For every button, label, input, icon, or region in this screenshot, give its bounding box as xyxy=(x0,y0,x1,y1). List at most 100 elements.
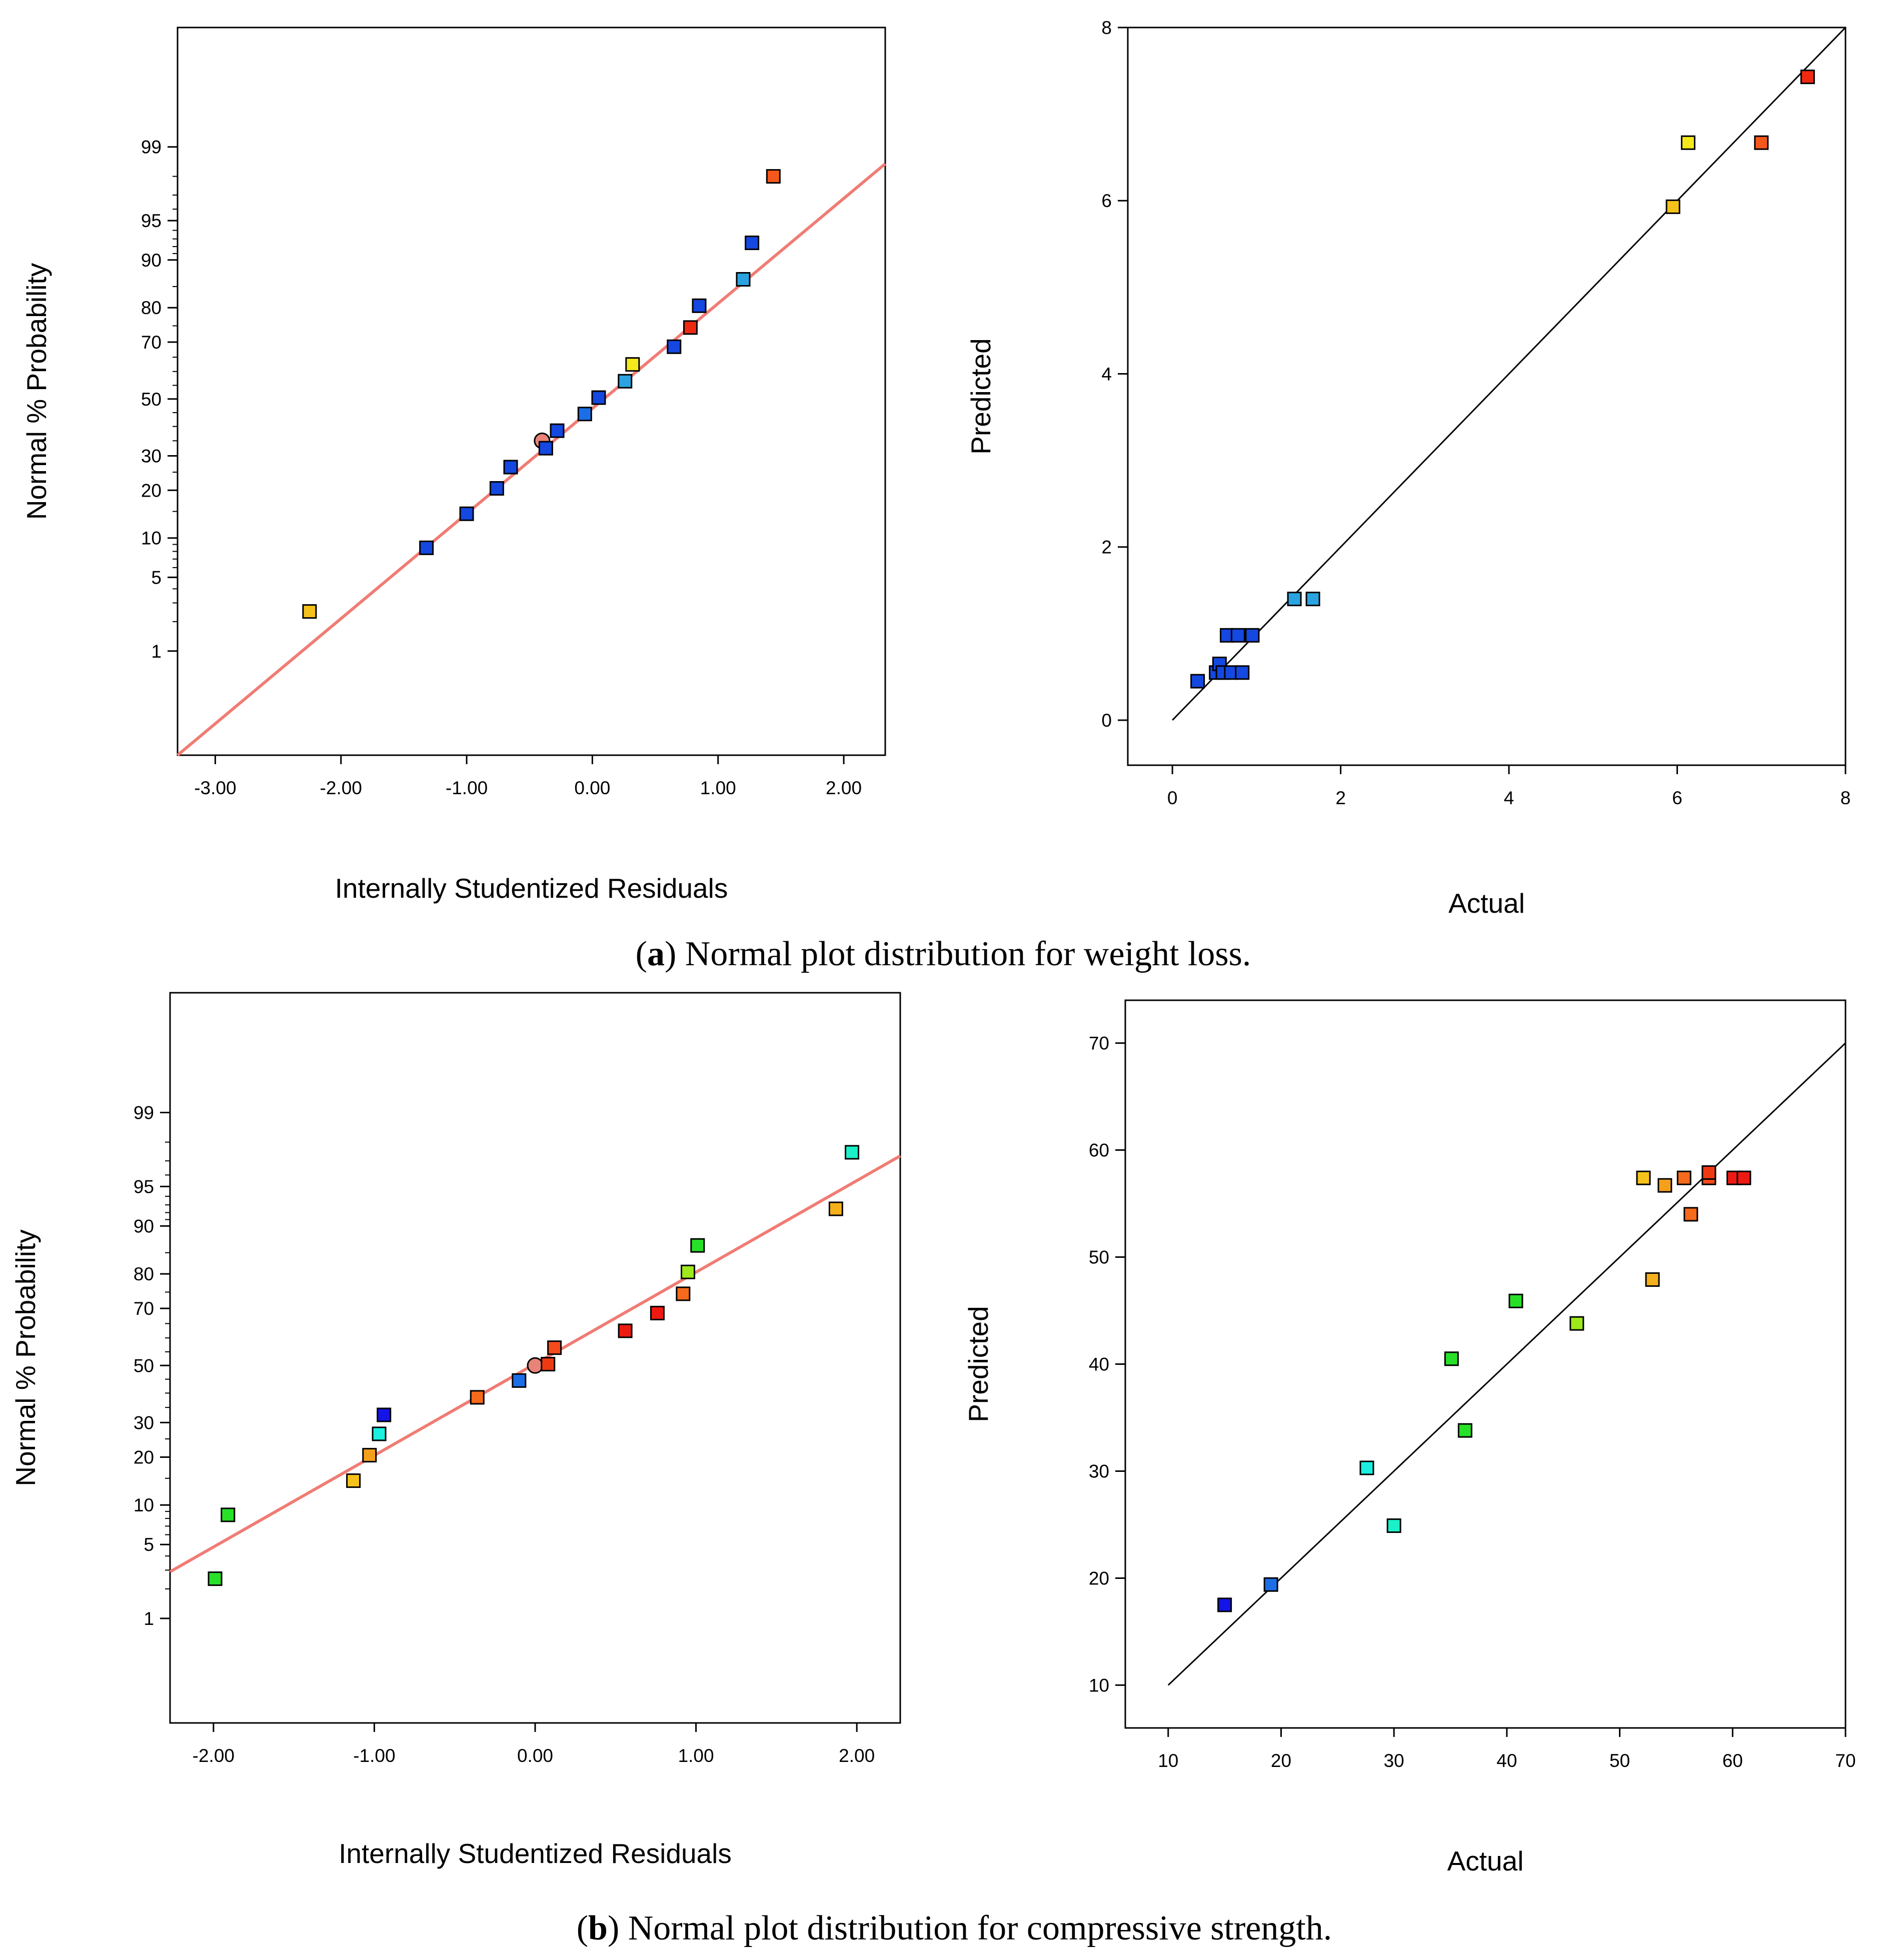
y-tick-label: 70 xyxy=(141,332,162,353)
chart-a-normal-probability: -3.00 -2.00 -1.00 0.00 1.00 2.00 1 5 10 20 30 50 70 8… xyxy=(21,27,886,904)
plot-frame xyxy=(1124,999,1846,1729)
data-point xyxy=(1457,1423,1472,1438)
y-tick-label: 95 xyxy=(141,211,162,231)
y-tick-label: 30 xyxy=(134,1412,154,1433)
data-point xyxy=(692,298,707,313)
x-tick-label: 1.00 xyxy=(678,1745,714,1766)
data-point xyxy=(828,1201,843,1216)
data-point xyxy=(1263,1577,1278,1592)
y-tick-label: 70 xyxy=(1089,1033,1109,1054)
x-tick-label: 0.00 xyxy=(517,1745,553,1766)
x-tick-label: 2.00 xyxy=(826,778,862,798)
y-tick-label: 70 xyxy=(134,1298,154,1319)
plot-frame xyxy=(177,27,886,756)
y-tick-label: 10 xyxy=(134,1495,154,1515)
data-point xyxy=(489,481,504,496)
data-point xyxy=(625,357,640,372)
chart-b-normal-probability: -2.00 -1.00 0.00 1.00 2.00 1 5 10 20 30 50 70 80 90 95… xyxy=(10,992,901,1869)
data-point xyxy=(512,1373,527,1388)
y-tick-label: 50 xyxy=(134,1355,154,1376)
caption-b-label: b xyxy=(588,1909,608,1947)
data-point xyxy=(1683,1207,1698,1222)
caption-a: (a) Normal plot distribution for weight … xyxy=(636,935,1251,973)
x-tick-label: -2.00 xyxy=(193,1745,235,1766)
data-point xyxy=(690,1238,705,1253)
data-point xyxy=(1665,199,1680,214)
y-tick-label: 30 xyxy=(141,446,162,466)
data-point xyxy=(618,1323,633,1338)
x-tick-label: 8 xyxy=(1840,788,1851,808)
data-point xyxy=(547,1340,562,1355)
x-tick-label: 60 xyxy=(1722,1750,1743,1771)
y-tick-label: 50 xyxy=(141,389,162,410)
x-axis-label: Internally Studentized Residuals xyxy=(335,873,728,904)
data-point xyxy=(1754,135,1769,150)
data-point xyxy=(377,1407,392,1422)
data-point xyxy=(845,1145,860,1160)
x-tick-label: 50 xyxy=(1609,1750,1630,1771)
y-tick-label: 50 xyxy=(1089,1247,1109,1268)
x-tick-label: -1.00 xyxy=(446,778,488,798)
chart-a-predicted-vs-actual: 0 2 4 6 8 0 2 4 6 8 Actual Predicted xyxy=(965,18,1850,919)
data-point xyxy=(683,320,698,335)
x-tick-label: 4 xyxy=(1504,788,1514,808)
x-tick-label: -2.00 xyxy=(320,778,362,798)
x-tick-label: -3.00 xyxy=(194,778,236,798)
y-tick-label: 99 xyxy=(141,137,162,158)
x-tick-label: 2 xyxy=(1335,788,1346,808)
data-point xyxy=(541,1357,556,1372)
x-tick-label: 70 xyxy=(1835,1750,1855,1771)
data-point xyxy=(1230,628,1245,643)
data-point xyxy=(577,407,592,422)
fit-line xyxy=(177,163,886,757)
y-tick-label: 20 xyxy=(1089,1568,1109,1588)
data-point xyxy=(591,390,606,405)
data-point xyxy=(1569,1316,1584,1331)
data-point xyxy=(208,1571,223,1586)
data-point xyxy=(681,1264,696,1279)
x-axis-label: Actual xyxy=(1447,1845,1524,1876)
data-point xyxy=(503,460,518,475)
y-axis-label: Normal % Probability xyxy=(21,263,52,520)
data-point xyxy=(1680,135,1695,150)
reference-line xyxy=(1172,27,1846,721)
data-point xyxy=(550,423,565,438)
y-axis-label: Predicted xyxy=(963,1306,994,1422)
data-point xyxy=(372,1426,387,1441)
y-tick-label: 8 xyxy=(1101,18,1112,38)
y-tick-label: 1 xyxy=(151,641,162,662)
chart-b-predicted-vs-actual: 10 20 30 40 50 60 70 10 20 30 40 50 60 70 Actual Predic… xyxy=(963,999,1856,1876)
data-point xyxy=(459,506,474,521)
data-point xyxy=(1245,628,1260,643)
data-point xyxy=(1444,1351,1459,1366)
data-point xyxy=(302,604,317,619)
data-point xyxy=(362,1448,377,1463)
data-point xyxy=(1645,1272,1660,1287)
y-tick-label: 4 xyxy=(1101,364,1112,384)
caption-b: (b) Normal plot distribution for compres… xyxy=(577,1909,1332,1947)
y-tick-label: 99 xyxy=(134,1103,154,1123)
y-axis-label: Predicted xyxy=(965,338,996,454)
y-tick-label: 1 xyxy=(144,1608,154,1629)
y-tick-label: 60 xyxy=(1089,1140,1109,1161)
caption-a-text: ) Normal plot distribution for weight lo… xyxy=(665,935,1251,973)
data-point xyxy=(470,1390,485,1405)
x-tick-label: 2.00 xyxy=(839,1745,875,1766)
y-tick-label: 10 xyxy=(1089,1675,1109,1695)
y-tick-label: 6 xyxy=(1101,191,1112,211)
y-tick-label: 90 xyxy=(141,250,162,271)
data-point xyxy=(538,441,553,456)
y-tick-label: 30 xyxy=(1089,1461,1109,1481)
reference-line xyxy=(1167,1042,1846,1686)
x-axis-label: Internally Studentized Residuals xyxy=(339,1838,732,1869)
y-tick-label: 0 xyxy=(1101,710,1112,731)
y-tick-label: 80 xyxy=(134,1264,154,1284)
y-tick-label: 2 xyxy=(1101,537,1112,558)
caption-a-label: a xyxy=(647,935,665,973)
y-tick-label: 20 xyxy=(134,1447,154,1467)
data-point xyxy=(221,1507,236,1522)
data-point xyxy=(766,169,781,184)
caption-b-text: ) Normal plot distribution for compressi… xyxy=(608,1909,1332,1947)
x-tick-label: 1.00 xyxy=(700,778,736,798)
